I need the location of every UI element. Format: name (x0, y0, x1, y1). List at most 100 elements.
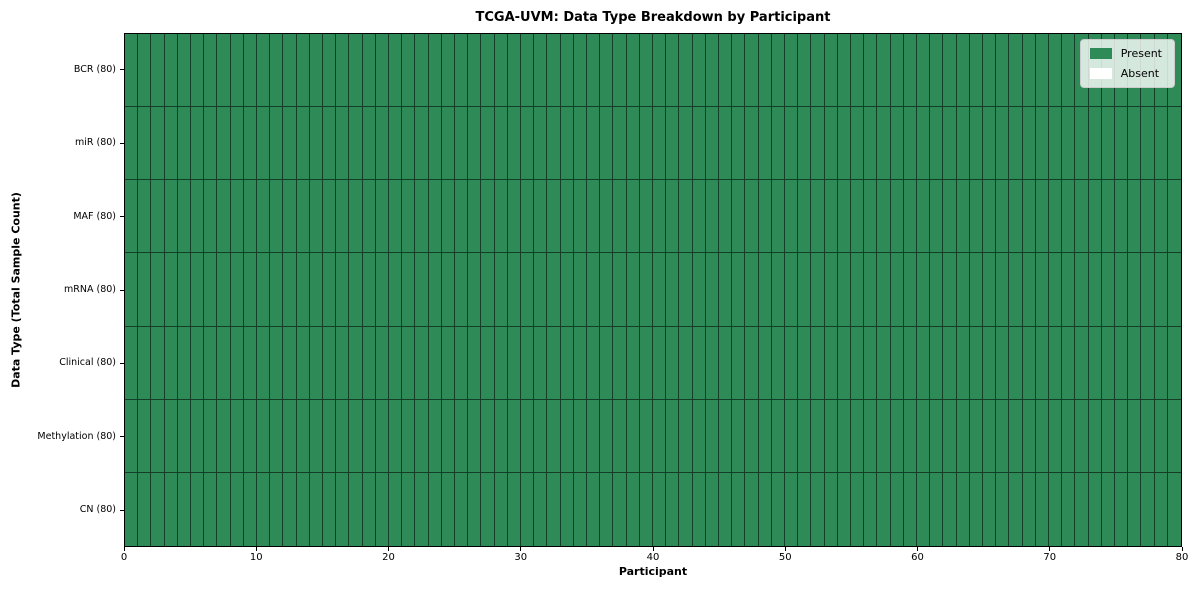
heatmap-cell (1022, 253, 1036, 327)
heatmap-cell (388, 399, 403, 473)
heatmap-cell (388, 472, 403, 546)
heatmap-cell (824, 326, 838, 400)
heatmap-cell (930, 34, 944, 108)
heatmap-cell (771, 34, 785, 108)
heatmap-cell (441, 107, 455, 181)
heatmap-cell (454, 326, 469, 400)
heatmap-cell (296, 107, 310, 181)
heatmap-cell (415, 472, 429, 546)
x-tick-label: 80 (1175, 552, 1189, 563)
heatmap-cell (1075, 107, 1089, 181)
heatmap-cell (652, 399, 667, 473)
heatmap-cell (864, 253, 878, 327)
heatmap-cell (547, 34, 561, 108)
heatmap-cell (507, 326, 521, 400)
heatmap-cell (256, 253, 271, 327)
heatmap-cell (1075, 253, 1089, 327)
heatmap-cell (428, 326, 442, 400)
heatmap-cell (996, 180, 1010, 254)
heatmap-cell (428, 180, 442, 254)
heatmap-cell (982, 34, 997, 108)
heatmap-cell (1048, 399, 1063, 473)
heatmap-cell (138, 107, 152, 181)
heatmap-cell (428, 472, 442, 546)
heatmap-cell (969, 472, 983, 546)
heatmap-cell (1141, 253, 1155, 327)
heatmap-cell (573, 34, 587, 108)
heatmap-cell (1141, 180, 1155, 254)
heatmap-cell (771, 472, 785, 546)
heatmap-cell (600, 180, 614, 254)
legend-entry: Present (1089, 47, 1162, 60)
heatmap-cell (745, 472, 759, 546)
heatmap-cell (745, 34, 759, 108)
heatmap-cell (547, 107, 561, 181)
heatmap-cell (441, 326, 455, 400)
heatmap-cell (441, 399, 455, 473)
heatmap-cell (547, 399, 561, 473)
heatmap-cell (652, 34, 667, 108)
heatmap-cell (428, 399, 442, 473)
heatmap-cell (666, 326, 680, 400)
heatmap-cell (930, 180, 944, 254)
heatmap-cell (903, 472, 917, 546)
heatmap-cell (916, 472, 931, 546)
heatmap-cell (652, 107, 667, 181)
heatmap-cell (1062, 107, 1076, 181)
heatmap-cell (652, 253, 667, 327)
heatmap-cell (177, 34, 191, 108)
heatmap-cell (1009, 253, 1023, 327)
x-tick-mark (388, 547, 389, 551)
heatmap-cell (547, 180, 561, 254)
x-tick-mark (255, 547, 257, 551)
heatmap-cell (534, 107, 548, 181)
heatmap-cell (903, 253, 917, 327)
heatmap-cell (164, 34, 178, 108)
heatmap-cell (243, 253, 257, 327)
heatmap-cell (916, 107, 931, 181)
heatmap-cell (613, 326, 627, 400)
x-tick-label: 20 (382, 552, 395, 563)
heatmap-cell (718, 34, 733, 108)
heatmap-cell (402, 399, 416, 473)
heatmap-cell (296, 472, 310, 546)
heatmap-cell (732, 253, 746, 327)
heatmap-cell (758, 34, 772, 108)
heatmap-cell (1154, 253, 1168, 327)
heatmap-cell (217, 180, 231, 254)
heatmap-cell (204, 180, 218, 254)
heatmap-cell (930, 472, 944, 546)
heatmap-cell (349, 107, 363, 181)
heatmap-cell (481, 399, 495, 473)
heatmap-cell (1062, 472, 1076, 546)
heatmap-cell (666, 107, 680, 181)
heatmap-cell (125, 253, 139, 327)
heatmap-cell (362, 472, 376, 546)
heatmap-cell (666, 472, 680, 546)
heatmap-cell (560, 399, 574, 473)
heatmap-cell (903, 107, 917, 181)
heatmap-cell (1114, 399, 1129, 473)
heatmap-cell (850, 472, 865, 546)
heatmap-cell (217, 34, 231, 108)
heatmap-cell (626, 180, 640, 254)
heatmap-cell (1114, 326, 1129, 400)
heatmap-cell (732, 34, 746, 108)
heatmap-cell (890, 399, 904, 473)
heatmap-cell (375, 34, 389, 108)
heatmap-cell (705, 253, 719, 327)
y-tick-mark (120, 436, 124, 438)
heatmap-cell (824, 34, 838, 108)
heatmap-cell (811, 399, 825, 473)
heatmap-cell (771, 253, 785, 327)
heatmap-cell (864, 399, 878, 473)
heatmap-cell (349, 180, 363, 254)
heatmap-cell (336, 472, 350, 546)
heatmap-cell (982, 326, 997, 400)
heatmap-cell (481, 326, 495, 400)
heatmap-cell (362, 107, 376, 181)
heatmap-cell (204, 472, 218, 546)
heatmap-cell (784, 253, 799, 327)
heatmap-cell (1075, 399, 1089, 473)
heatmap-cell (151, 399, 165, 473)
